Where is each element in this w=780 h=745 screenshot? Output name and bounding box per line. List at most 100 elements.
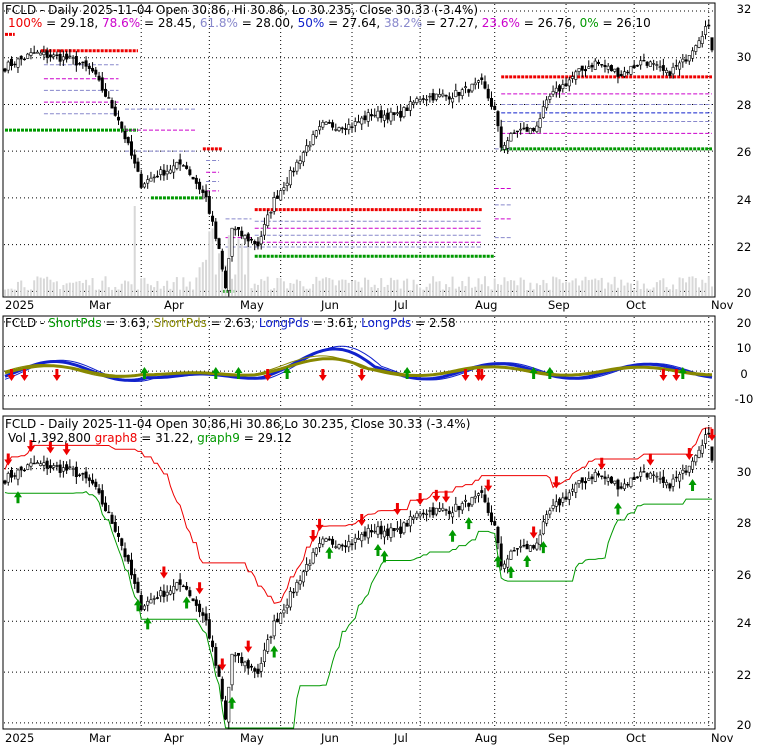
price-candle <box>464 86 468 89</box>
oscillator-legend: FCLD - ShortPds = 3.63, ShortPds = 2.63,… <box>5 316 456 330</box>
stops-candle <box>26 464 30 470</box>
stops-candle <box>554 501 558 507</box>
stops-candle <box>645 473 649 478</box>
price-candle <box>100 77 104 91</box>
price-candle <box>110 100 114 109</box>
stops-candle <box>194 599 198 606</box>
stops-candle <box>684 470 688 473</box>
stops-candle <box>94 481 98 487</box>
sell-arrow-icon <box>597 457 606 470</box>
price-candle <box>626 71 630 74</box>
price-candle <box>483 81 487 89</box>
price-candle <box>81 61 85 64</box>
stops-candle <box>418 513 422 517</box>
stops-candle <box>502 563 506 569</box>
xb-label-jun: Jun <box>320 731 339 745</box>
price-candle <box>441 93 445 97</box>
price-candle <box>237 227 241 230</box>
price-candle <box>337 127 341 131</box>
sell-arrow-icon <box>685 447 694 460</box>
stops-candle <box>120 538 124 546</box>
stops-candle <box>379 525 383 535</box>
price-candle <box>55 54 59 56</box>
buy-arrow-icon <box>228 696 237 709</box>
xb-label-may: May <box>240 731 264 745</box>
stops-candle <box>68 466 72 468</box>
price-candle <box>87 65 91 69</box>
stops-candle <box>415 512 419 518</box>
stops-candle <box>201 612 205 616</box>
price-candle <box>415 98 419 103</box>
price-candle <box>460 89 464 96</box>
price-candle <box>139 173 143 188</box>
price-candle <box>19 55 23 60</box>
stops-candle <box>522 544 526 547</box>
stops-candle <box>159 590 163 597</box>
price-candle <box>480 77 484 81</box>
price-candle <box>609 65 613 72</box>
stops-candle <box>301 571 305 583</box>
stops-candle <box>577 480 581 484</box>
buy-arrow-icon <box>506 565 515 578</box>
price-candle <box>347 124 351 130</box>
price-candle <box>146 179 150 184</box>
volume-label: Vol 1,392,800 <box>8 431 91 445</box>
price-candle <box>379 110 383 119</box>
price-candle <box>525 126 529 132</box>
price-candle <box>389 111 393 122</box>
price-candle <box>600 64 604 66</box>
price-candle <box>392 112 396 116</box>
price-tick-30: 30 <box>737 50 752 64</box>
stops-candle <box>541 521 545 535</box>
stops-candle <box>117 533 121 537</box>
price-candle <box>230 227 234 257</box>
price-candle <box>363 115 367 121</box>
price-y-axis: 32 30 28 26 24 22 20 <box>737 2 752 300</box>
stops-candle <box>386 528 390 537</box>
price-candle <box>694 45 698 52</box>
price-candle <box>324 121 328 125</box>
price-candle <box>639 60 643 66</box>
stops-candle <box>175 582 179 590</box>
graph9-label: graph9 <box>197 431 240 445</box>
xb-label-sep: Sep <box>548 731 570 745</box>
graph9-line <box>4 491 712 729</box>
sell-arrow-icon <box>529 526 538 539</box>
stops-candle <box>405 522 409 527</box>
price-tick-24: 24 <box>737 193 752 207</box>
price-candle <box>123 130 127 140</box>
stops-candle <box>126 555 130 562</box>
x-label-sep: Sep <box>548 298 570 312</box>
sell-arrow-icon <box>659 369 668 381</box>
short-pds-line <box>4 355 712 379</box>
stops-candle <box>395 528 399 531</box>
stops-candle <box>139 595 143 611</box>
price-candle <box>538 118 542 128</box>
price-candle <box>178 159 182 165</box>
stops-candle <box>350 543 354 546</box>
sell-arrow-icon <box>46 441 55 454</box>
osc-tick-0: 0 <box>740 367 747 381</box>
stops-candle <box>635 476 639 479</box>
stops-tick-28: 28 <box>737 516 752 530</box>
stops-candle <box>48 465 52 469</box>
price-candle <box>217 238 221 249</box>
stops-candle <box>58 464 62 473</box>
price-candle <box>301 152 305 163</box>
price-candle <box>292 170 296 173</box>
price-candle <box>428 95 432 98</box>
stops-candle <box>668 483 672 489</box>
stops-candle <box>447 510 451 515</box>
price-candle <box>587 66 591 69</box>
stops-candle <box>535 542 539 550</box>
buy-arrow-icon <box>613 502 622 515</box>
fib-786-label: 78.6% <box>102 16 140 30</box>
price-candle <box>678 62 682 70</box>
price-candle <box>584 69 588 72</box>
price-panel-title: FCLD - Daily 2025-11-04 Open 30.86, Hi 3… <box>5 3 478 17</box>
x-label-mar: Mar <box>89 298 111 312</box>
osc-long2-label: LongPds <box>361 316 411 330</box>
price-candle <box>655 64 659 66</box>
price-candle <box>596 61 600 64</box>
fib-0-value: 26.10 <box>616 16 650 30</box>
